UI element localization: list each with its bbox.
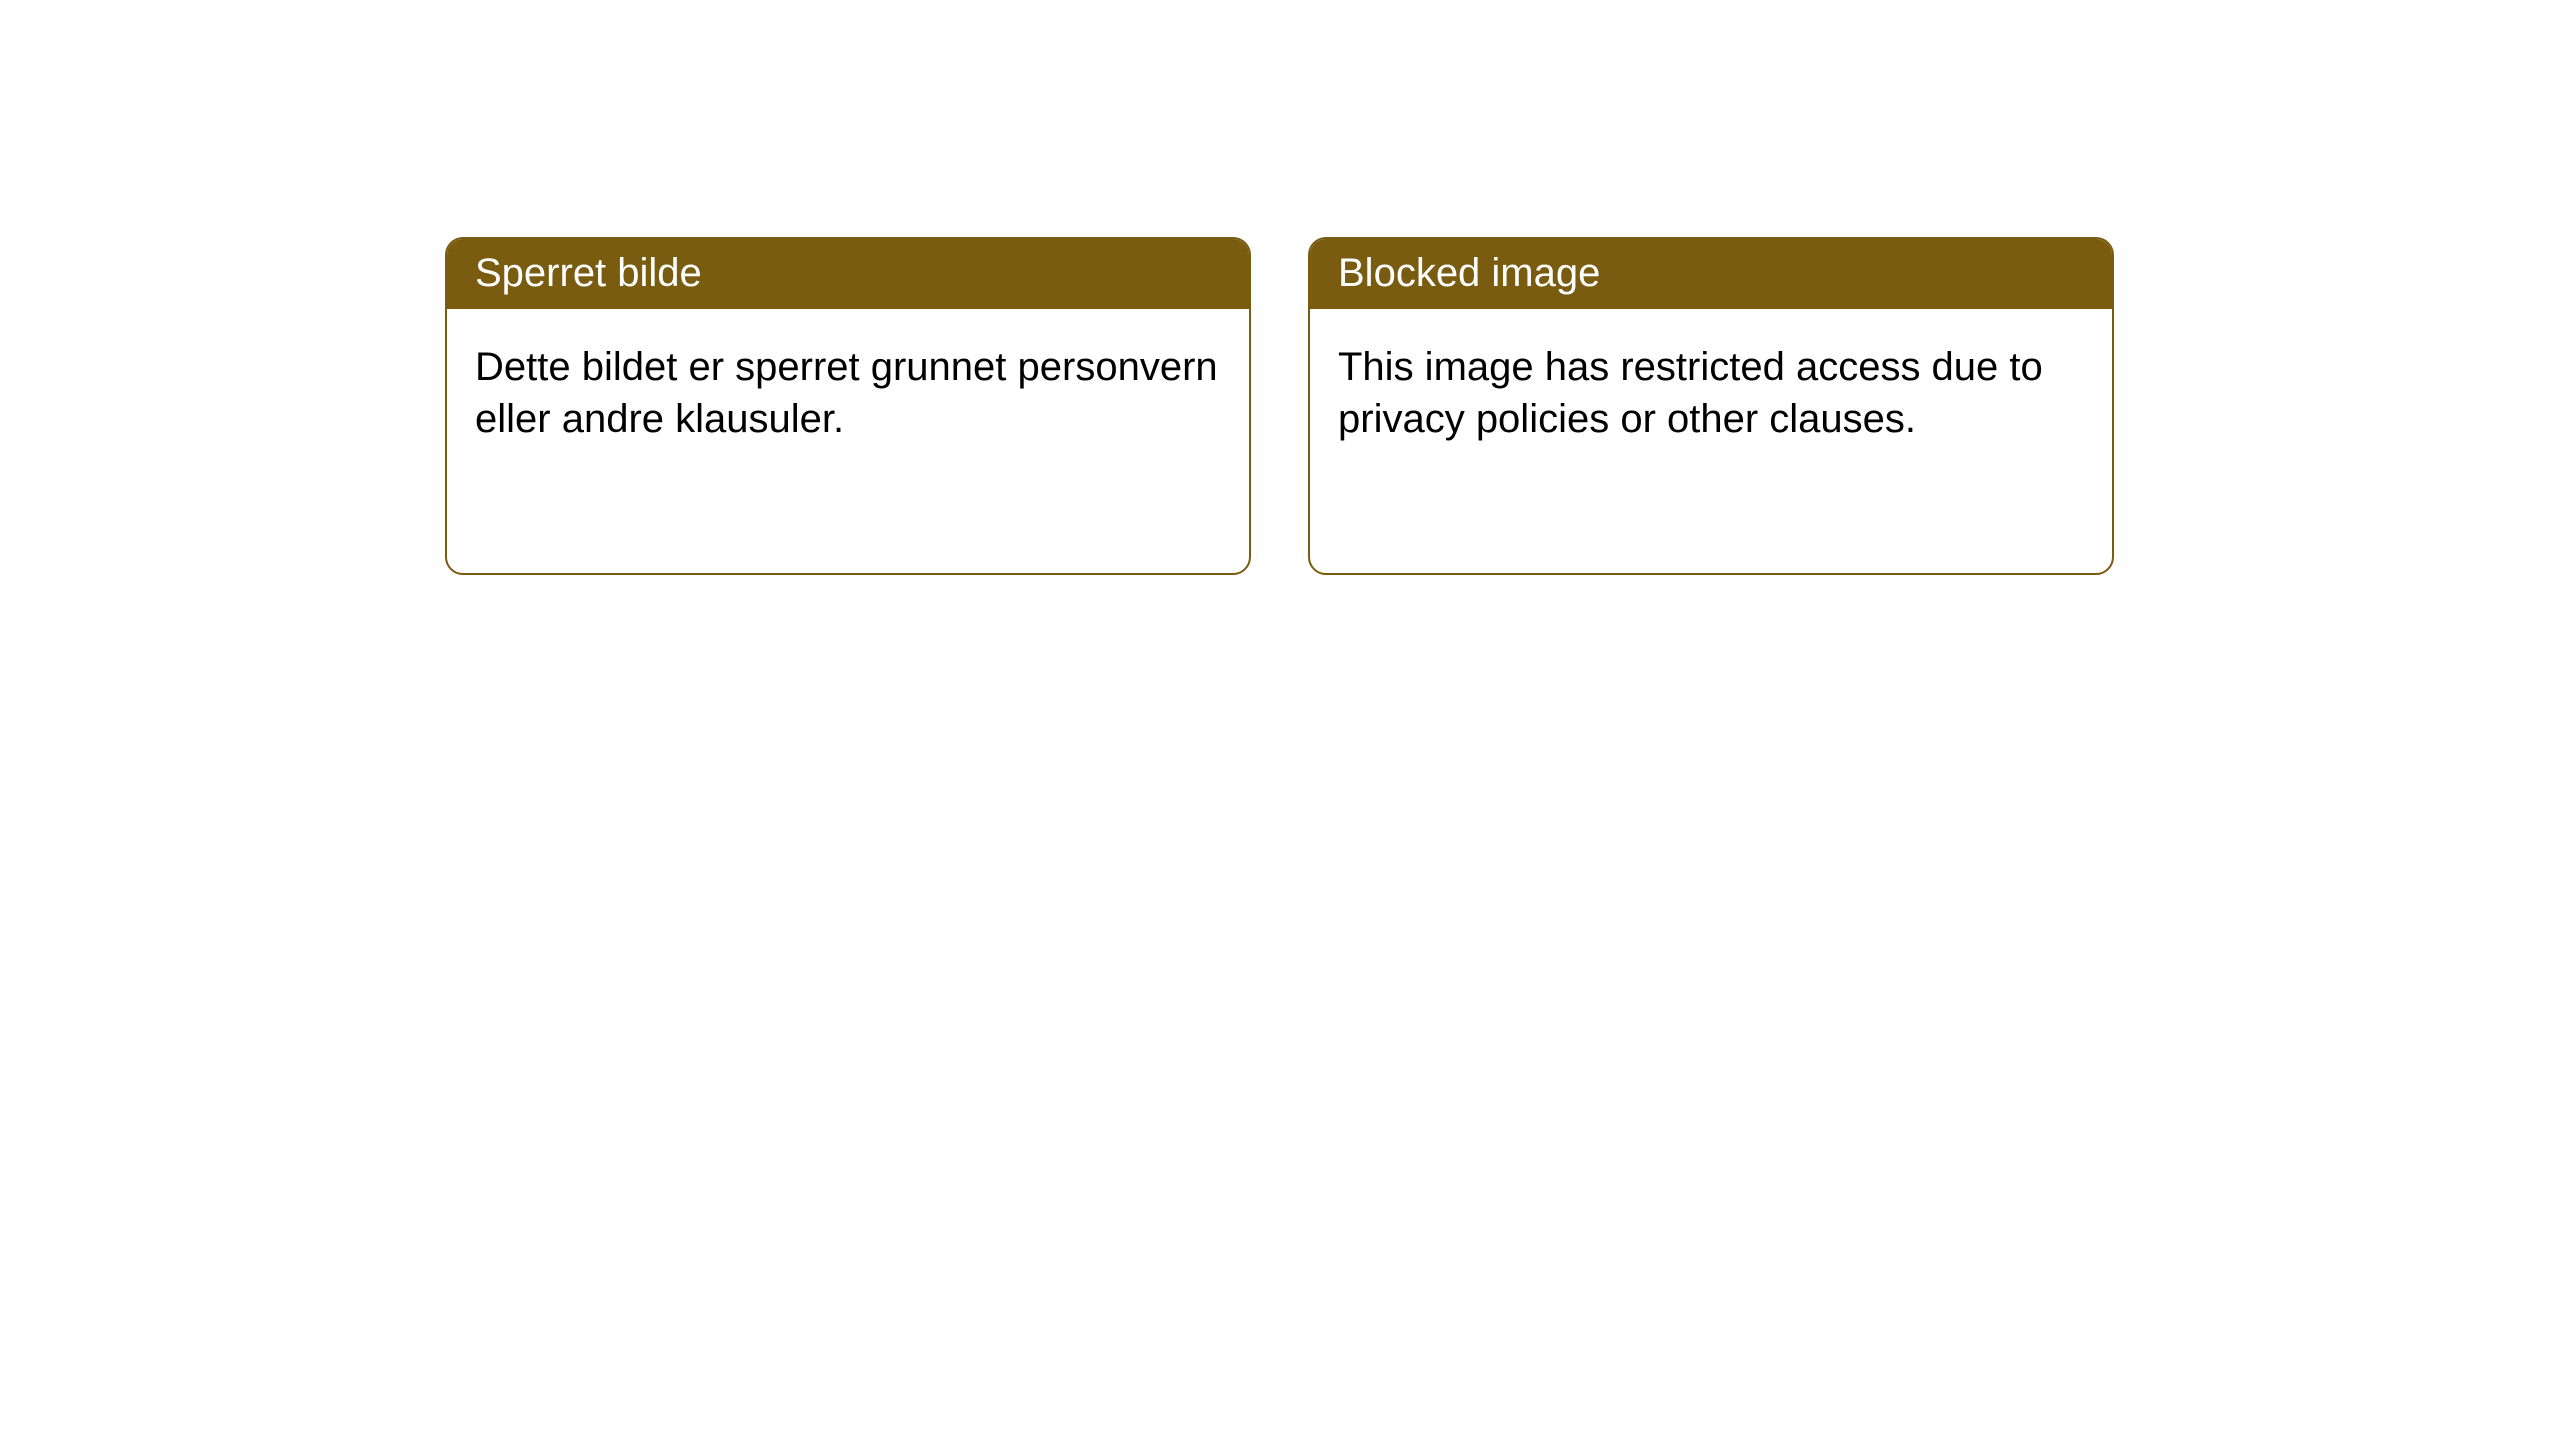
notice-title-english: Blocked image [1310,239,2112,309]
notice-card-english: Blocked image This image has restricted … [1308,237,2114,575]
notice-body-english: This image has restricted access due to … [1310,309,2112,477]
notice-title-norwegian: Sperret bilde [447,239,1249,309]
notice-body-norwegian: Dette bildet er sperret grunnet personve… [447,309,1249,477]
notice-container: Sperret bilde Dette bildet er sperret gr… [445,237,2114,575]
notice-card-norwegian: Sperret bilde Dette bildet er sperret gr… [445,237,1251,575]
